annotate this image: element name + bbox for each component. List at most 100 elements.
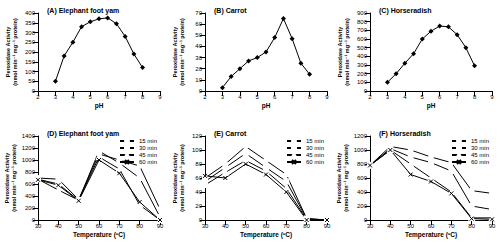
svg-text:2: 2 bbox=[203, 94, 207, 100]
svg-text:30: 30 bbox=[35, 223, 42, 229]
svg-text:900: 900 bbox=[357, 10, 368, 16]
svg-text:60: 60 bbox=[428, 223, 435, 229]
svg-text:0: 0 bbox=[364, 88, 368, 94]
svg-text:30 min: 30 min bbox=[306, 145, 324, 151]
svg-text:8: 8 bbox=[308, 94, 312, 100]
svg-text:200: 200 bbox=[25, 49, 36, 55]
svg-text:45 min: 45 min bbox=[306, 152, 324, 158]
svg-text:400: 400 bbox=[25, 193, 36, 199]
svg-text:Peroxidase Activity: Peroxidase Activity bbox=[4, 152, 10, 203]
svg-text:5: 5 bbox=[89, 94, 93, 100]
svg-text:(B) Carrot: (B) Carrot bbox=[214, 7, 247, 15]
svg-text:70: 70 bbox=[283, 223, 290, 229]
svg-text:(E) Carrot: (E) Carrot bbox=[214, 130, 247, 138]
svg-text:45 min: 45 min bbox=[139, 152, 157, 158]
svg-text:300: 300 bbox=[25, 30, 36, 36]
svg-text:100: 100 bbox=[192, 147, 203, 153]
svg-text:Temperature (ºC): Temperature (ºC) bbox=[73, 231, 125, 239]
svg-text:(D) Elephant foot yam: (D) Elephant foot yam bbox=[47, 130, 119, 138]
svg-text:1000: 1000 bbox=[22, 157, 36, 163]
svg-text:5: 5 bbox=[256, 94, 260, 100]
svg-text:(F) Horseradish: (F) Horseradish bbox=[379, 130, 431, 138]
svg-text:Peroxidase Activity: Peroxidase Activity bbox=[172, 152, 178, 203]
svg-text:9: 9 bbox=[490, 94, 494, 100]
svg-text:600: 600 bbox=[357, 36, 368, 42]
svg-text:6: 6 bbox=[438, 94, 442, 100]
svg-text:1000: 1000 bbox=[354, 147, 368, 153]
svg-text:20: 20 bbox=[195, 203, 202, 209]
svg-text:30 min: 30 min bbox=[471, 145, 489, 151]
svg-text:pH: pH bbox=[95, 102, 104, 110]
svg-text:250: 250 bbox=[25, 39, 36, 45]
svg-text:100: 100 bbox=[357, 79, 368, 85]
svg-text:40: 40 bbox=[195, 43, 202, 49]
svg-text:70: 70 bbox=[195, 10, 202, 16]
svg-text:7: 7 bbox=[290, 94, 294, 100]
svg-text:50: 50 bbox=[28, 78, 35, 84]
svg-text:4: 4 bbox=[71, 94, 75, 100]
svg-text:0: 0 bbox=[199, 88, 203, 94]
svg-text:700: 700 bbox=[357, 27, 368, 33]
svg-text:80: 80 bbox=[136, 223, 143, 229]
svg-text:400: 400 bbox=[25, 10, 36, 16]
svg-text:300: 300 bbox=[357, 62, 368, 68]
svg-text:100: 100 bbox=[25, 69, 36, 75]
svg-text:80: 80 bbox=[303, 223, 310, 229]
svg-text:3: 3 bbox=[221, 94, 225, 100]
svg-text:200: 200 bbox=[25, 205, 36, 211]
svg-text:60 min: 60 min bbox=[139, 159, 157, 165]
svg-text:500: 500 bbox=[357, 45, 368, 51]
svg-text:Peroxidase Activity: Peroxidase Activity bbox=[5, 26, 11, 77]
svg-text:30: 30 bbox=[195, 55, 202, 61]
svg-text:15 min: 15 min bbox=[306, 138, 324, 144]
svg-text:40: 40 bbox=[387, 223, 394, 229]
svg-text:3: 3 bbox=[386, 94, 390, 100]
svg-text:1200: 1200 bbox=[22, 145, 36, 151]
svg-text:(nmol min⁻¹ mg⁻¹ protein): (nmol min⁻¹ mg⁻¹ protein) bbox=[12, 18, 18, 86]
svg-text:800: 800 bbox=[25, 169, 36, 175]
svg-text:90: 90 bbox=[324, 223, 331, 229]
svg-text:Temperature (ºC): Temperature (ºC) bbox=[405, 231, 457, 239]
svg-text:200: 200 bbox=[357, 71, 368, 77]
svg-text:90: 90 bbox=[157, 223, 164, 229]
svg-text:40: 40 bbox=[195, 189, 202, 195]
svg-text:350: 350 bbox=[25, 20, 36, 26]
svg-text:70: 70 bbox=[116, 223, 123, 229]
svg-text:80: 80 bbox=[195, 161, 202, 167]
svg-text:50: 50 bbox=[407, 223, 414, 229]
svg-text:800: 800 bbox=[357, 161, 368, 167]
svg-text:150: 150 bbox=[25, 59, 36, 65]
svg-text:50: 50 bbox=[242, 223, 249, 229]
svg-text:60: 60 bbox=[96, 223, 103, 229]
svg-text:(A) Elephant foot yam: (A) Elephant foot yam bbox=[47, 7, 119, 15]
svg-text:(nmol min⁻¹ mg⁻¹ protein): (nmol min⁻¹ mg⁻¹ protein) bbox=[179, 144, 185, 212]
svg-text:1200: 1200 bbox=[354, 133, 368, 139]
svg-text:7: 7 bbox=[123, 94, 127, 100]
svg-text:2: 2 bbox=[36, 94, 40, 100]
svg-text:(C) Horseradish: (C) Horseradish bbox=[379, 7, 432, 15]
svg-text:8: 8 bbox=[473, 94, 477, 100]
svg-text:(nmol min⁻¹ mg⁻¹ protein): (nmol min⁻¹ mg⁻¹ protein) bbox=[343, 144, 349, 212]
svg-text:0: 0 bbox=[32, 88, 36, 94]
svg-text:(nmol min⁻¹ mg⁻¹ protein): (nmol min⁻¹ mg⁻¹ protein) bbox=[344, 18, 350, 86]
svg-text:60: 60 bbox=[195, 175, 202, 181]
svg-text:45 min: 45 min bbox=[471, 152, 489, 158]
svg-text:400: 400 bbox=[357, 189, 368, 195]
svg-text:9: 9 bbox=[158, 94, 162, 100]
svg-text:90: 90 bbox=[489, 223, 496, 229]
svg-text:pH: pH bbox=[427, 102, 436, 110]
svg-text:200: 200 bbox=[357, 203, 368, 209]
svg-text:4: 4 bbox=[238, 94, 242, 100]
svg-text:10: 10 bbox=[195, 77, 202, 83]
svg-text:(nmol min⁻¹ mg⁻¹ protein): (nmol min⁻¹ mg⁻¹ protein) bbox=[11, 144, 17, 212]
svg-text:30 min: 30 min bbox=[139, 145, 157, 151]
svg-text:60: 60 bbox=[195, 21, 202, 27]
svg-text:(nmol min⁻¹ mg⁻¹ protein): (nmol min⁻¹ mg⁻¹ protein) bbox=[179, 18, 185, 86]
svg-text:600: 600 bbox=[25, 181, 36, 187]
svg-text:Temperature (ºC): Temperature (ºC) bbox=[240, 231, 292, 239]
svg-text:9: 9 bbox=[325, 94, 329, 100]
svg-text:6: 6 bbox=[106, 94, 110, 100]
svg-text:40: 40 bbox=[55, 223, 62, 229]
svg-text:40: 40 bbox=[222, 223, 229, 229]
svg-text:600: 600 bbox=[357, 175, 368, 181]
